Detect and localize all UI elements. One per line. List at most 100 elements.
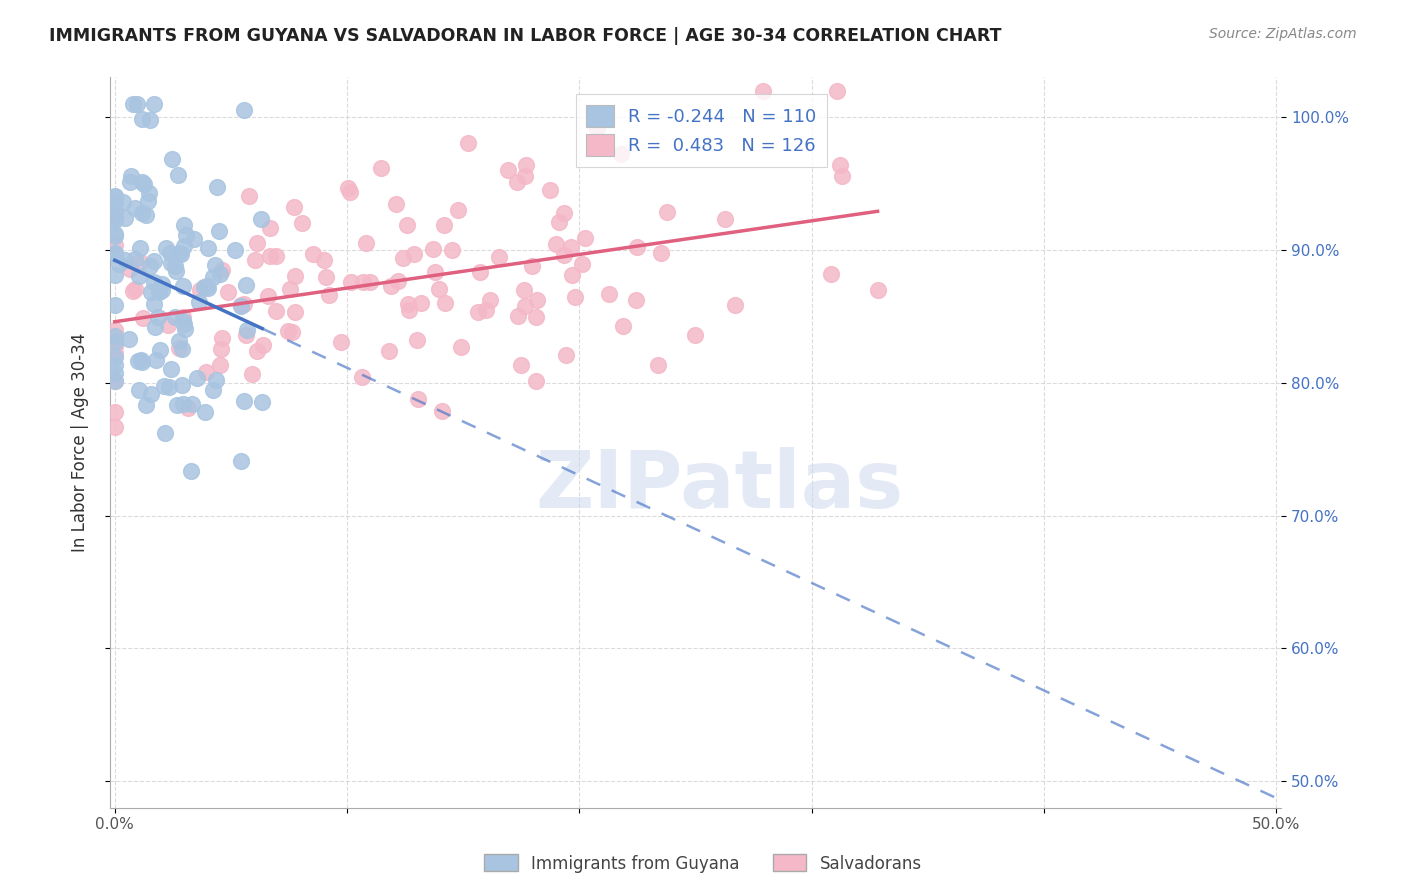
Point: [555, 348, 578, 362]
Point: [118, 332, 141, 346]
Point: [231, 299, 253, 313]
Point: [284, 304, 307, 318]
Point: [714, 212, 737, 227]
Point: [104, 227, 127, 242]
Point: [124, 252, 146, 267]
Point: [520, 259, 543, 273]
Point: [427, 283, 450, 297]
Point: [163, 259, 186, 273]
Point: [515, 158, 537, 172]
Point: [564, 290, 586, 304]
Point: [257, 289, 280, 303]
Point: [172, 378, 194, 392]
Point: [148, 285, 170, 299]
Point: [172, 314, 194, 328]
Point: [235, 277, 257, 292]
Point: [337, 181, 360, 195]
Point: [169, 341, 191, 355]
Point: [647, 359, 669, 373]
Point: [488, 250, 510, 264]
Point: [561, 268, 583, 282]
Point: [724, 298, 747, 312]
Point: [197, 241, 219, 255]
Point: [104, 190, 127, 204]
Point: [139, 112, 162, 127]
Point: [398, 303, 420, 318]
Point: [104, 196, 127, 211]
Point: [259, 220, 281, 235]
Point: [246, 235, 269, 250]
Point: [506, 310, 529, 324]
Point: [153, 378, 176, 392]
Point: [524, 375, 547, 389]
Point: [422, 242, 444, 256]
Point: [409, 296, 432, 310]
Point: [124, 201, 146, 215]
Point: [118, 175, 141, 189]
Point: [235, 327, 257, 342]
Point: [380, 279, 402, 293]
Point: [204, 258, 226, 272]
Point: [751, 84, 773, 98]
Point: [167, 334, 190, 348]
Point: [433, 219, 456, 233]
Point: [209, 342, 232, 356]
Point: [560, 240, 582, 254]
Point: [118, 261, 141, 276]
Legend: R = -0.244   N = 110, R =  0.483   N = 126: R = -0.244 N = 110, R = 0.483 N = 126: [575, 94, 827, 167]
Point: [479, 293, 502, 307]
Point: [194, 365, 217, 379]
Point: [104, 346, 127, 360]
Point: [142, 97, 165, 112]
Point: [211, 330, 233, 344]
Point: [211, 262, 233, 277]
Point: [186, 371, 208, 385]
Point: [548, 215, 571, 229]
Point: [683, 327, 706, 342]
Point: [174, 322, 197, 336]
Point: [139, 259, 162, 273]
Point: [315, 270, 337, 285]
Point: [340, 275, 363, 289]
Point: [538, 183, 561, 197]
Point: [159, 256, 181, 270]
Point: [866, 283, 889, 297]
Point: [249, 211, 271, 226]
Point: [207, 224, 229, 238]
Point: [243, 252, 266, 267]
Point: [624, 293, 647, 308]
Point: [406, 333, 429, 347]
Point: [187, 294, 209, 309]
Point: [827, 84, 849, 98]
Point: [229, 453, 252, 467]
Point: [188, 283, 211, 297]
Point: [195, 279, 218, 293]
Point: [447, 203, 470, 218]
Point: [396, 297, 419, 311]
Point: [128, 268, 150, 283]
Point: [450, 340, 472, 354]
Point: [277, 324, 299, 338]
Point: [172, 279, 194, 293]
Point: [131, 206, 153, 220]
Point: [441, 243, 464, 257]
Point: [194, 405, 217, 419]
Point: [139, 387, 162, 401]
Point: [121, 284, 143, 298]
Point: [104, 246, 127, 260]
Point: [283, 200, 305, 214]
Point: [173, 317, 195, 331]
Point: [224, 243, 246, 257]
Point: [177, 401, 200, 416]
Point: [142, 254, 165, 268]
Point: [153, 425, 176, 440]
Point: [131, 352, 153, 367]
Point: [104, 238, 127, 252]
Point: [266, 250, 288, 264]
Point: [127, 97, 149, 112]
Point: [104, 204, 127, 219]
Point: [387, 273, 409, 287]
Point: [143, 319, 166, 334]
Text: Source: ZipAtlas.com: Source: ZipAtlas.com: [1209, 27, 1357, 41]
Point: [146, 310, 169, 324]
